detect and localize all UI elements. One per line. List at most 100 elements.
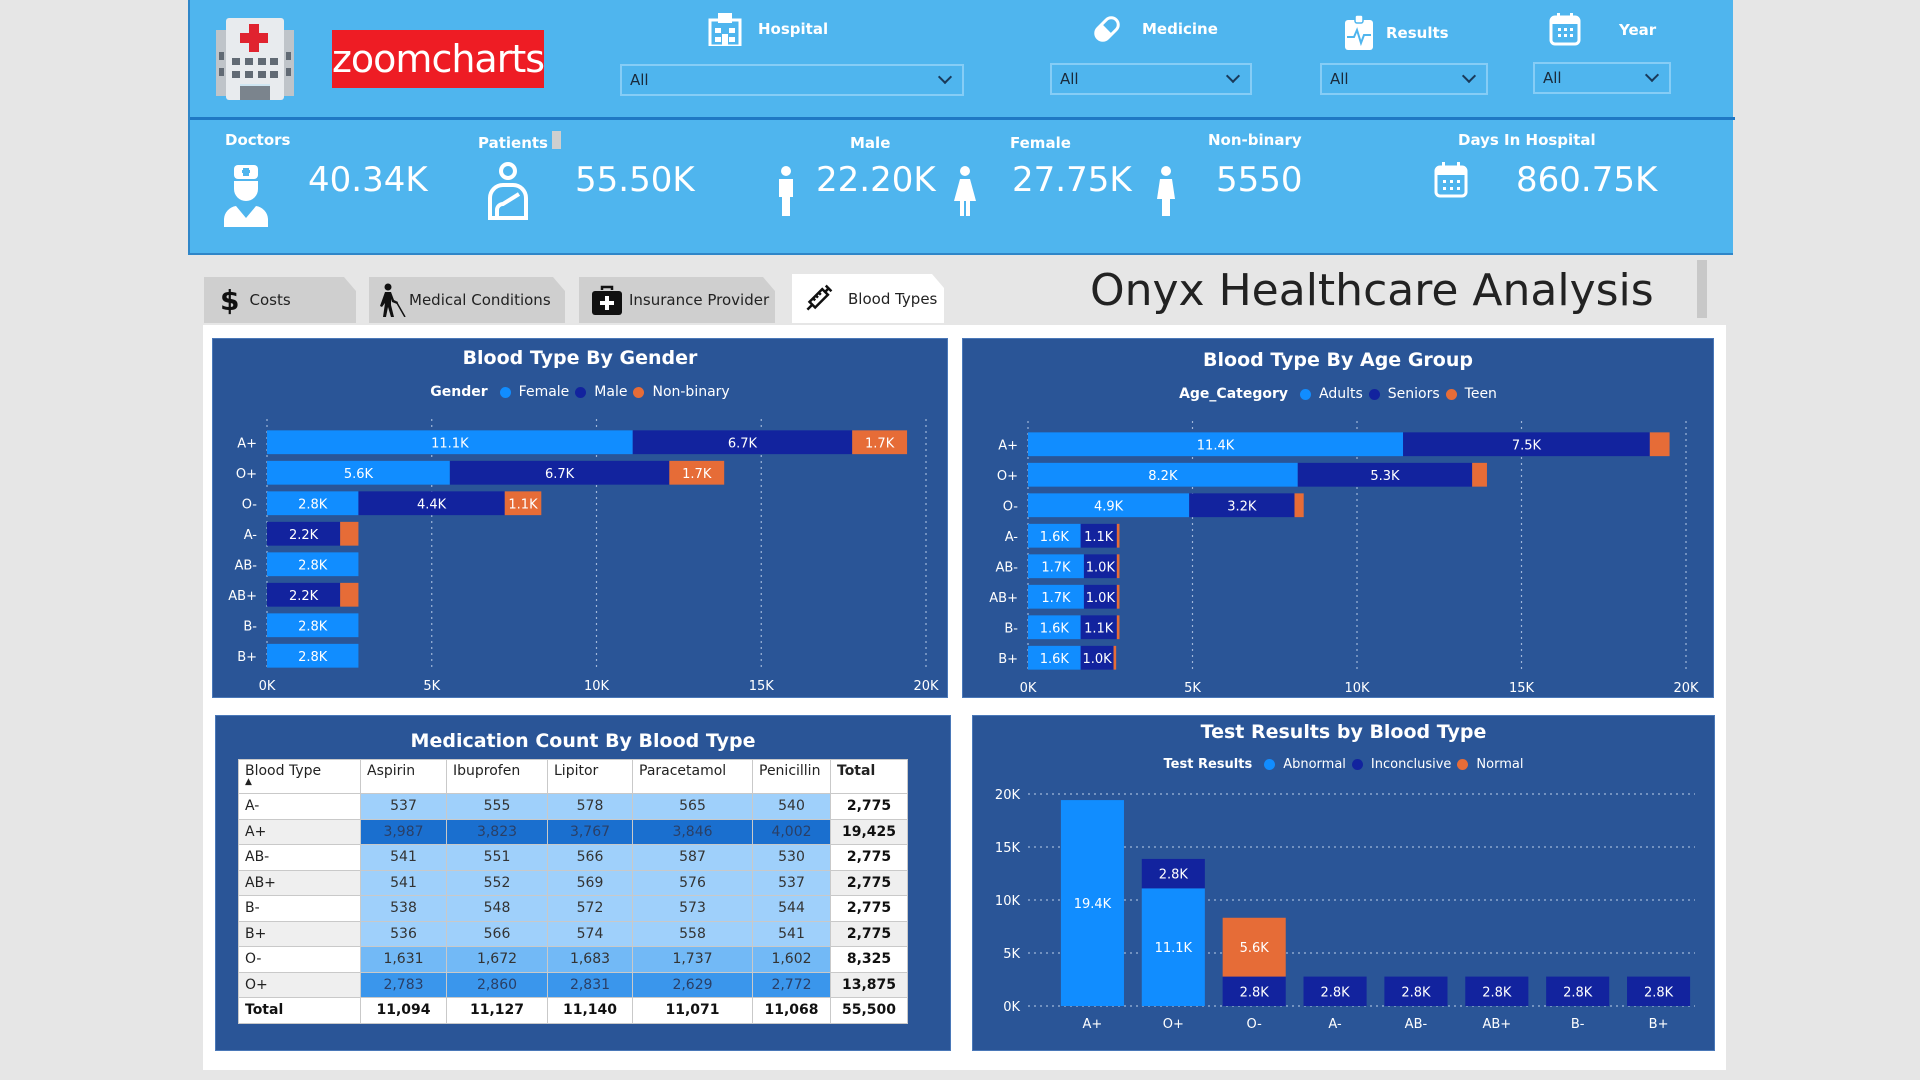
filter-medicine-dropdown[interactable]: All bbox=[1050, 63, 1252, 95]
cell-total: 2,775 bbox=[830, 869, 908, 896]
info-marker bbox=[552, 131, 561, 149]
bar-segment bbox=[1028, 432, 1404, 457]
table-row[interactable]: O- 1,631 1,672 1,683 1,737 1,602 8,325 bbox=[238, 946, 908, 973]
legend-label[interactable]: Non-binary bbox=[652, 384, 730, 400]
bar-segment bbox=[1083, 584, 1117, 609]
x-tick-label: AB+ bbox=[1482, 1017, 1511, 1032]
data-label: 1.7K bbox=[1041, 591, 1071, 606]
y-tick-label: O- bbox=[242, 497, 258, 512]
table-row[interactable]: A- 537 555 578 565 540 2,775 bbox=[238, 793, 908, 820]
cell-value: 548 bbox=[446, 895, 548, 922]
legend-label[interactable]: Seniors bbox=[1387, 386, 1440, 402]
data-label: 2.8K bbox=[1482, 985, 1512, 1000]
table-row[interactable]: AB+ 541 552 569 576 537 2,775 bbox=[238, 869, 908, 896]
table-row[interactable]: B- 538 548 572 573 544 2,775 bbox=[238, 895, 908, 922]
cell-total: 13,875 bbox=[830, 971, 908, 998]
legend-title: Test Results bbox=[1163, 757, 1253, 772]
nonbinary-icon bbox=[1156, 166, 1176, 216]
cell-blood-type: B+ bbox=[238, 920, 361, 947]
cell-blood-type: B- bbox=[238, 895, 361, 922]
bar-segment bbox=[1060, 800, 1124, 1006]
legend-label[interactable]: Male bbox=[594, 384, 628, 400]
bar-segment bbox=[1028, 584, 1084, 609]
bar-segment bbox=[1627, 976, 1691, 1006]
bar-segment bbox=[1028, 493, 1190, 518]
cell-value: 3,987 bbox=[360, 818, 447, 845]
data-label: 1.1K bbox=[508, 497, 538, 512]
bar-segment bbox=[1141, 888, 1205, 1006]
y-tick-label: 15K bbox=[995, 841, 1021, 856]
table-row[interactable]: B+ 536 566 574 558 541 2,775 bbox=[238, 920, 908, 947]
filter-medicine-value: All bbox=[1060, 70, 1079, 88]
bar-segment bbox=[1222, 917, 1286, 977]
filter-year-dropdown[interactable]: All bbox=[1533, 62, 1671, 94]
data-label: 6.7K bbox=[728, 436, 758, 451]
data-label: 5.6K bbox=[344, 467, 374, 482]
cell-blood-type: A- bbox=[238, 793, 361, 820]
column-header-lipitor[interactable]: Lipitor bbox=[547, 759, 633, 794]
cell-total: 19,425 bbox=[830, 818, 908, 845]
cell-value: 1,631 bbox=[360, 946, 447, 973]
data-label: 2.8K bbox=[1159, 868, 1189, 883]
bar-segment bbox=[1297, 462, 1473, 487]
data-label: 1.7K bbox=[682, 467, 712, 482]
cell-value: 537 bbox=[360, 793, 447, 820]
x-tick-label: O- bbox=[1247, 1017, 1263, 1032]
filter-hospital: Hospital All bbox=[620, 12, 1000, 102]
x-tick-label: 15K bbox=[1509, 681, 1535, 696]
filter-hospital-dropdown[interactable]: All bbox=[620, 64, 964, 96]
bar-segment bbox=[1546, 976, 1610, 1006]
tab-medical-conditions[interactable]: Medical Conditions bbox=[369, 277, 565, 323]
table-row[interactable]: AB- 541 551 566 587 530 2,775 bbox=[238, 844, 908, 871]
cell-value: 552 bbox=[446, 869, 548, 896]
legend-dot-normal bbox=[1457, 759, 1469, 770]
filter-year-label: Year bbox=[1619, 21, 1657, 39]
chart-plot-area: 0K 5K 10K 15K 20K A+ 11.4K 7.5K O+ 8.2K 5.3K O- 4.9K… bbox=[989, 421, 1699, 696]
kpi-nonbinary-label: Non-binary bbox=[1208, 131, 1302, 149]
patient-icon bbox=[485, 162, 531, 220]
table-header-row: Blood Type ▲ Aspirin Ibuprofen Lipitor Pa… bbox=[238, 759, 908, 794]
medical-bag-icon bbox=[591, 284, 623, 316]
cell-value: 574 bbox=[547, 920, 633, 947]
scrollbar-thumb[interactable] bbox=[1697, 260, 1707, 318]
table-row[interactable]: O+ 2,783 2,860 2,831 2,629 2,772 13,875 bbox=[238, 971, 908, 998]
cell-value: 2,860 bbox=[446, 971, 548, 998]
legend-label[interactable]: Normal bbox=[1476, 757, 1524, 772]
column-header-blood-type[interactable]: Blood Type ▲ bbox=[238, 759, 361, 794]
y-tick-label: 0K bbox=[1003, 1000, 1020, 1015]
legend-label[interactable]: Inconclusive bbox=[1370, 757, 1452, 772]
column-header-paracetamol[interactable]: Paracetamol bbox=[632, 759, 753, 794]
column-header-aspirin[interactable]: Aspirin bbox=[360, 759, 447, 794]
table-row[interactable]: A+ 3,987 3,823 3,767 3,846 4,002 19,425 bbox=[238, 818, 908, 845]
bar-segment bbox=[340, 582, 359, 607]
legend-label[interactable]: Adults bbox=[1319, 386, 1363, 402]
column-header-total[interactable]: Total bbox=[830, 759, 908, 794]
legend-label[interactable]: Teen bbox=[1464, 386, 1497, 402]
tab-costs[interactable]: $ Costs bbox=[204, 277, 356, 323]
cell-total: 2,775 bbox=[830, 793, 908, 820]
chart-title: Blood Type By Age Group bbox=[1203, 349, 1473, 371]
chart-plot-area: 0K 5K 10K 15K 20K A+ 19.4K O+ 11.1K 2.8K O- 2.8K 5.6… bbox=[995, 788, 1695, 1032]
filter-results-dropdown[interactable]: All bbox=[1320, 63, 1488, 95]
column-header-penicillin[interactable]: Penicillin bbox=[752, 759, 831, 794]
cell-value: 578 bbox=[547, 793, 633, 820]
legend-label[interactable]: Abnormal bbox=[1283, 757, 1346, 772]
bar-segment bbox=[1113, 645, 1117, 670]
cell-value: 541 bbox=[360, 844, 447, 871]
legend-label[interactable]: Female bbox=[518, 384, 570, 400]
column-header-ibuprofen[interactable]: Ibuprofen bbox=[446, 759, 548, 794]
cell-blood-type: O+ bbox=[238, 971, 361, 998]
filter-year-value: All bbox=[1543, 69, 1562, 87]
data-label: 2.8K bbox=[1240, 985, 1270, 1000]
kpi-doctors-label: Doctors bbox=[225, 131, 291, 149]
data-label: 3.2K bbox=[1227, 499, 1257, 514]
clipboard-pulse-icon bbox=[1344, 14, 1374, 51]
cell-value: 569 bbox=[547, 869, 633, 896]
bar-segment bbox=[358, 491, 505, 516]
syringe-icon bbox=[802, 283, 834, 315]
pill-icon bbox=[1090, 12, 1124, 46]
tab-blood-types[interactable]: Blood Types bbox=[792, 274, 944, 323]
chevron-down-icon bbox=[1644, 67, 1660, 83]
cell-value: 4,002 bbox=[752, 818, 831, 845]
tab-insurance-provider[interactable]: Insurance Provider bbox=[579, 277, 775, 323]
